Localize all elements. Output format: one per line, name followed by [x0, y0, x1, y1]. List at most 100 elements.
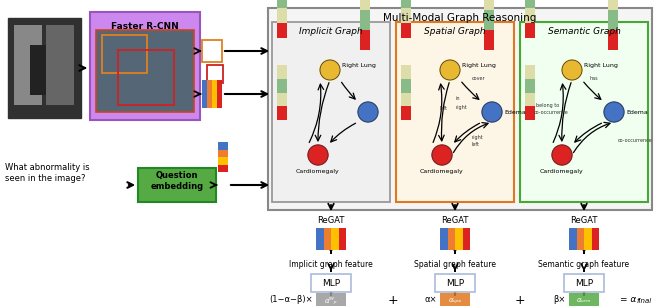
- Bar: [584, 228, 591, 250]
- Bar: [569, 228, 576, 250]
- Circle shape: [562, 60, 582, 80]
- Bar: [277, 23, 287, 38]
- Text: αₛₑₘ: αₛₑₘ: [577, 297, 591, 303]
- Text: Semantic Graph: Semantic Graph: [548, 27, 620, 36]
- Bar: [331, 228, 339, 250]
- Bar: [484, 30, 494, 50]
- Text: Semantic graph feature: Semantic graph feature: [539, 260, 630, 269]
- FancyBboxPatch shape: [96, 30, 194, 112]
- Text: right: right: [472, 136, 484, 140]
- Text: +: +: [387, 293, 399, 306]
- Bar: [207, 80, 212, 108]
- Text: MLP: MLP: [446, 278, 464, 288]
- Text: +: +: [515, 293, 525, 306]
- FancyBboxPatch shape: [520, 22, 648, 202]
- Text: β×: β×: [554, 296, 566, 304]
- Bar: [447, 228, 455, 250]
- Text: MLP: MLP: [322, 278, 340, 288]
- FancyBboxPatch shape: [569, 293, 599, 306]
- FancyBboxPatch shape: [8, 18, 81, 118]
- Bar: [484, 0, 494, 10]
- Bar: [608, 30, 618, 50]
- Text: co-occurrence: co-occurrence: [534, 110, 569, 114]
- Bar: [339, 228, 346, 250]
- Bar: [218, 150, 228, 157]
- Bar: [576, 228, 584, 250]
- Bar: [525, 0, 535, 8]
- FancyBboxPatch shape: [268, 8, 652, 210]
- Text: Cardiomegaly: Cardiomegaly: [540, 169, 584, 174]
- Bar: [218, 157, 228, 165]
- Bar: [277, 8, 287, 23]
- Text: Multi-Modal Graph Reasoning: Multi-Modal Graph Reasoning: [383, 13, 537, 23]
- FancyBboxPatch shape: [46, 25, 74, 105]
- Text: Implicit graph feature: Implicit graph feature: [289, 260, 373, 269]
- Text: Edema: Edema: [626, 110, 647, 114]
- FancyBboxPatch shape: [138, 168, 216, 202]
- Circle shape: [358, 102, 378, 122]
- Circle shape: [604, 102, 624, 122]
- Bar: [212, 80, 217, 108]
- Bar: [277, 106, 287, 120]
- Bar: [202, 80, 207, 108]
- FancyBboxPatch shape: [435, 274, 475, 292]
- Bar: [591, 228, 599, 250]
- Bar: [525, 106, 535, 120]
- Bar: [484, 10, 494, 30]
- Text: Edema: Edema: [504, 110, 526, 114]
- Text: Right Lung: Right Lung: [462, 64, 496, 69]
- Circle shape: [308, 145, 328, 165]
- Text: left: left: [440, 106, 448, 110]
- Text: belong to: belong to: [536, 103, 559, 107]
- FancyBboxPatch shape: [564, 274, 604, 292]
- FancyBboxPatch shape: [14, 25, 42, 105]
- Circle shape: [432, 145, 452, 165]
- FancyBboxPatch shape: [272, 22, 390, 202]
- Text: final: final: [637, 298, 652, 304]
- Bar: [401, 0, 411, 8]
- FancyBboxPatch shape: [90, 12, 200, 120]
- FancyBboxPatch shape: [440, 293, 470, 306]
- Text: α×: α×: [424, 296, 437, 304]
- FancyBboxPatch shape: [396, 22, 514, 202]
- Bar: [277, 92, 287, 106]
- Circle shape: [552, 145, 572, 165]
- Bar: [401, 106, 411, 120]
- Circle shape: [320, 60, 340, 80]
- Bar: [277, 65, 287, 79]
- Text: Faster R-CNN: Faster R-CNN: [111, 22, 179, 31]
- Bar: [360, 10, 370, 30]
- Bar: [277, 0, 287, 8]
- Text: right: right: [456, 106, 468, 110]
- Bar: [608, 10, 618, 30]
- Bar: [316, 228, 323, 250]
- Bar: [401, 92, 411, 106]
- Bar: [360, 0, 370, 10]
- Circle shape: [440, 60, 460, 80]
- Text: (1−α−β)×: (1−α−β)×: [269, 296, 313, 304]
- Bar: [401, 23, 411, 38]
- Bar: [463, 228, 470, 250]
- Bar: [525, 92, 535, 106]
- Text: Right Lung: Right Lung: [584, 64, 618, 69]
- Bar: [323, 228, 331, 250]
- Text: left: left: [472, 143, 480, 147]
- Bar: [525, 79, 535, 92]
- Bar: [218, 165, 228, 172]
- Bar: [401, 79, 411, 92]
- Text: αₛₚₐ: αₛₚₐ: [449, 297, 461, 303]
- Text: ReGAT: ReGAT: [570, 216, 598, 225]
- Bar: [401, 65, 411, 79]
- Text: cover: cover: [472, 76, 486, 80]
- Bar: [401, 8, 411, 23]
- Text: Spatial Graph: Spatial Graph: [424, 27, 486, 36]
- Text: = α: = α: [620, 296, 636, 304]
- Text: ReGAT: ReGAT: [317, 216, 345, 225]
- Text: Implicit Graph: Implicit Graph: [299, 27, 363, 36]
- Bar: [440, 228, 447, 250]
- Text: Right Lung: Right Lung: [342, 64, 376, 69]
- Text: seen in the image?: seen in the image?: [5, 174, 86, 183]
- Text: co-occurrence: co-occurrence: [618, 137, 653, 143]
- FancyBboxPatch shape: [30, 45, 46, 95]
- Bar: [277, 79, 287, 92]
